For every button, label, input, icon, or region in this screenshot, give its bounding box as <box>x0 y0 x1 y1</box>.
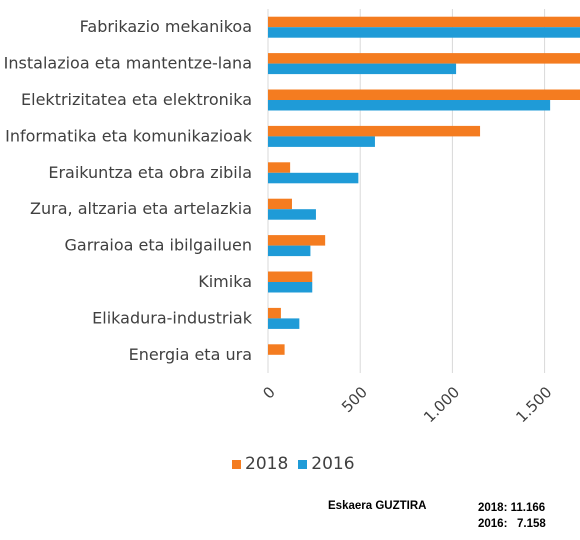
category-label: Fabrikazio mekanikoa <box>80 17 252 36</box>
bar-2016 <box>268 318 300 329</box>
category-label: Eraikuntza eta obra zibila <box>48 163 252 182</box>
x-tick-label: 0 <box>259 383 278 402</box>
legend-label-2016: 2016 <box>311 454 355 474</box>
bar-2018 <box>268 307 281 319</box>
category-label: Elikadura-industriak <box>92 308 253 327</box>
category-label: Energia eta ura <box>129 345 252 364</box>
bar-2018 <box>268 89 580 100</box>
category-labels: Fabrikazio mekanikoa Instalazioa eta mant… <box>4 17 253 364</box>
bars <box>268 16 580 355</box>
bar-2018 <box>268 271 313 282</box>
legend: 2018 2016 <box>232 454 365 474</box>
x-tick-label: 1.500 <box>512 383 555 426</box>
x-tick-label: 500 <box>338 383 371 416</box>
x-tick-labels: 05001.0001.5002.0002.5003.0003.5004.0004… <box>259 383 555 426</box>
legend-label-2018: 2018 <box>245 454 289 474</box>
bar-2016 <box>268 100 551 111</box>
totals: 2018: 11.166 2016: 7.158 <box>478 500 546 532</box>
bar-2016 <box>268 209 316 220</box>
bar-2016 <box>268 245 311 257</box>
bar-2016 <box>268 136 375 147</box>
total-2018: 2018: 11.166 <box>478 502 546 514</box>
category-label: Informatika eta komunikazioak <box>5 126 253 145</box>
category-label: Instalazioa eta mantentze-lana <box>4 54 252 73</box>
legend-swatch-2016 <box>298 459 308 469</box>
legend-item-2018: 2018 <box>232 454 288 474</box>
category-label: Kimika <box>198 272 252 291</box>
x-tick-label: 1.000 <box>420 383 463 426</box>
legend-item-2016: 2016 <box>298 454 355 474</box>
category-label: Elektrizitatea eta elektronika <box>21 90 252 109</box>
category-label: Zura, altzaria eta artelazkia <box>30 199 252 218</box>
bar-2018 <box>268 235 326 246</box>
bar-2016 <box>268 27 580 38</box>
category-label: Garraioa eta ibilgailuen <box>65 236 252 255</box>
bar-2018 <box>268 344 285 355</box>
bar-2016 <box>268 282 313 293</box>
total-label: Eskaera GUZTIRA <box>328 500 427 512</box>
bar-2018 <box>268 125 481 137</box>
bar-2016 <box>268 63 457 75</box>
bar-2018 <box>268 162 291 173</box>
bar-chart: Fabrikazio mekanikoa Instalazioa eta mant… <box>4 9 580 426</box>
bar-2016 <box>268 172 359 184</box>
legend-swatch-2018 <box>232 459 241 469</box>
total-2016: 2016: 7.158 <box>478 518 546 530</box>
bar-2018 <box>268 16 580 28</box>
bar-2018 <box>268 198 292 210</box>
bar-2018 <box>268 53 580 64</box>
